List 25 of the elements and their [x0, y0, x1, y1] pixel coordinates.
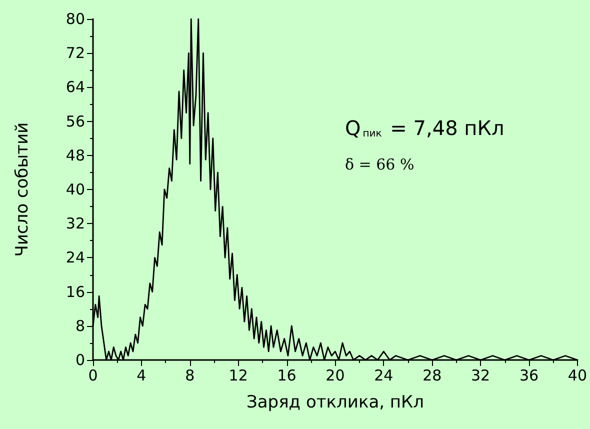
- y-tick-label: 0: [75, 351, 85, 369]
- x-tick-label: 32: [471, 366, 490, 384]
- y-tick-label: 48: [66, 146, 85, 164]
- x-axis-title: Заряд отклика, пКл: [246, 392, 424, 412]
- y-tick-label: 16: [66, 282, 85, 301]
- x-tick-label: 36: [519, 366, 539, 384]
- y-tick-label: 8: [75, 316, 85, 335]
- y-tick-label: 64: [66, 78, 85, 96]
- annotation: δ = 66 %: [345, 156, 414, 174]
- y-tick-label: 56: [66, 112, 85, 130]
- y-axis-title: Число событий: [12, 122, 32, 257]
- y-tick-label: 40: [66, 180, 85, 198]
- y-tick-label: 24: [66, 248, 85, 267]
- x-tick-label: 40: [568, 366, 588, 384]
- x-tick-label: 28: [422, 366, 442, 384]
- y-tick-label: 72: [66, 44, 85, 62]
- x-tick-label: 12: [228, 366, 248, 384]
- x-tick-label: 0: [88, 366, 98, 384]
- x-tick-label: 4: [136, 366, 146, 384]
- x-tick-label: 24: [374, 366, 394, 384]
- x-tick-label: 8: [185, 366, 195, 384]
- y-tick-label: 80: [66, 10, 85, 28]
- x-tick-label: 20: [326, 366, 345, 384]
- x-tick-label: 16: [277, 366, 296, 384]
- y-tick-label: 32: [66, 214, 85, 233]
